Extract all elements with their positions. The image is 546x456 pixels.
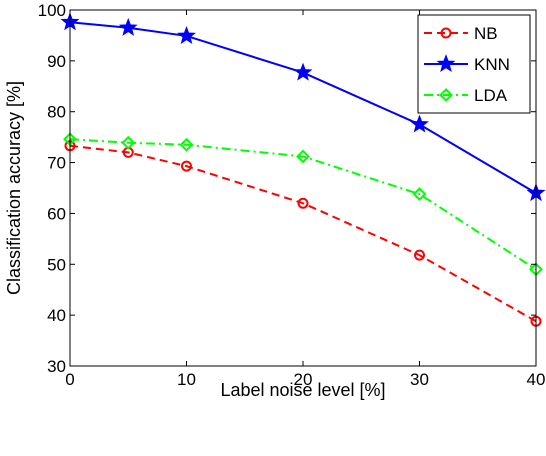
legend-marker-nb [440, 27, 452, 39]
data-point-lda [179, 137, 194, 152]
series-line-knn [69, 21, 537, 194]
x-tick-label: 20 [294, 370, 313, 389]
x-tick-label: 40 [527, 370, 546, 389]
y-tick-label: 90 [47, 52, 66, 71]
y-tick-label: 60 [47, 204, 66, 223]
series-line-lda [69, 138, 537, 271]
data-point-knn [293, 62, 313, 81]
data-point-lda [296, 149, 310, 164]
y-tick-label: 70 [47, 154, 66, 173]
y-tick-label: 30 [47, 357, 66, 376]
y-tick-label: 40 [47, 306, 66, 325]
y-tick-label: 80 [47, 103, 66, 122]
data-point-nb [297, 197, 309, 209]
legend-label-nb: NB [474, 24, 498, 43]
data-point-knn [118, 17, 138, 36]
legend-marker-knn [436, 54, 456, 73]
legend-label-lda: LDA [474, 86, 508, 105]
legend: NB KNN LDA [417, 14, 531, 114]
legend-marker-lda [439, 88, 453, 102]
legend-label-knn: KNN [474, 55, 510, 74]
series-line-nb [69, 144, 537, 323]
data-point-nb [414, 249, 425, 261]
x-tick-label: 30 [410, 370, 429, 389]
data-point-lda [121, 135, 136, 150]
y-axis-label: Classification accuracy [%] [4, 81, 24, 295]
data-point-nb [181, 160, 192, 172]
x-tick-label: 10 [177, 370, 196, 389]
y-tick-label: 100 [38, 1, 66, 20]
data-point-lda [412, 187, 427, 202]
x-axis-label: Label noise level [%] [220, 380, 385, 400]
data-point-knn [177, 26, 196, 44]
y-tick-label: 50 [47, 255, 66, 274]
x-tick-label: 0 [65, 370, 74, 389]
data-point-knn [410, 114, 429, 133]
ticks-layer: 0 10 20 30 40 30 40 50 60 70 80 90 100 [38, 1, 546, 389]
